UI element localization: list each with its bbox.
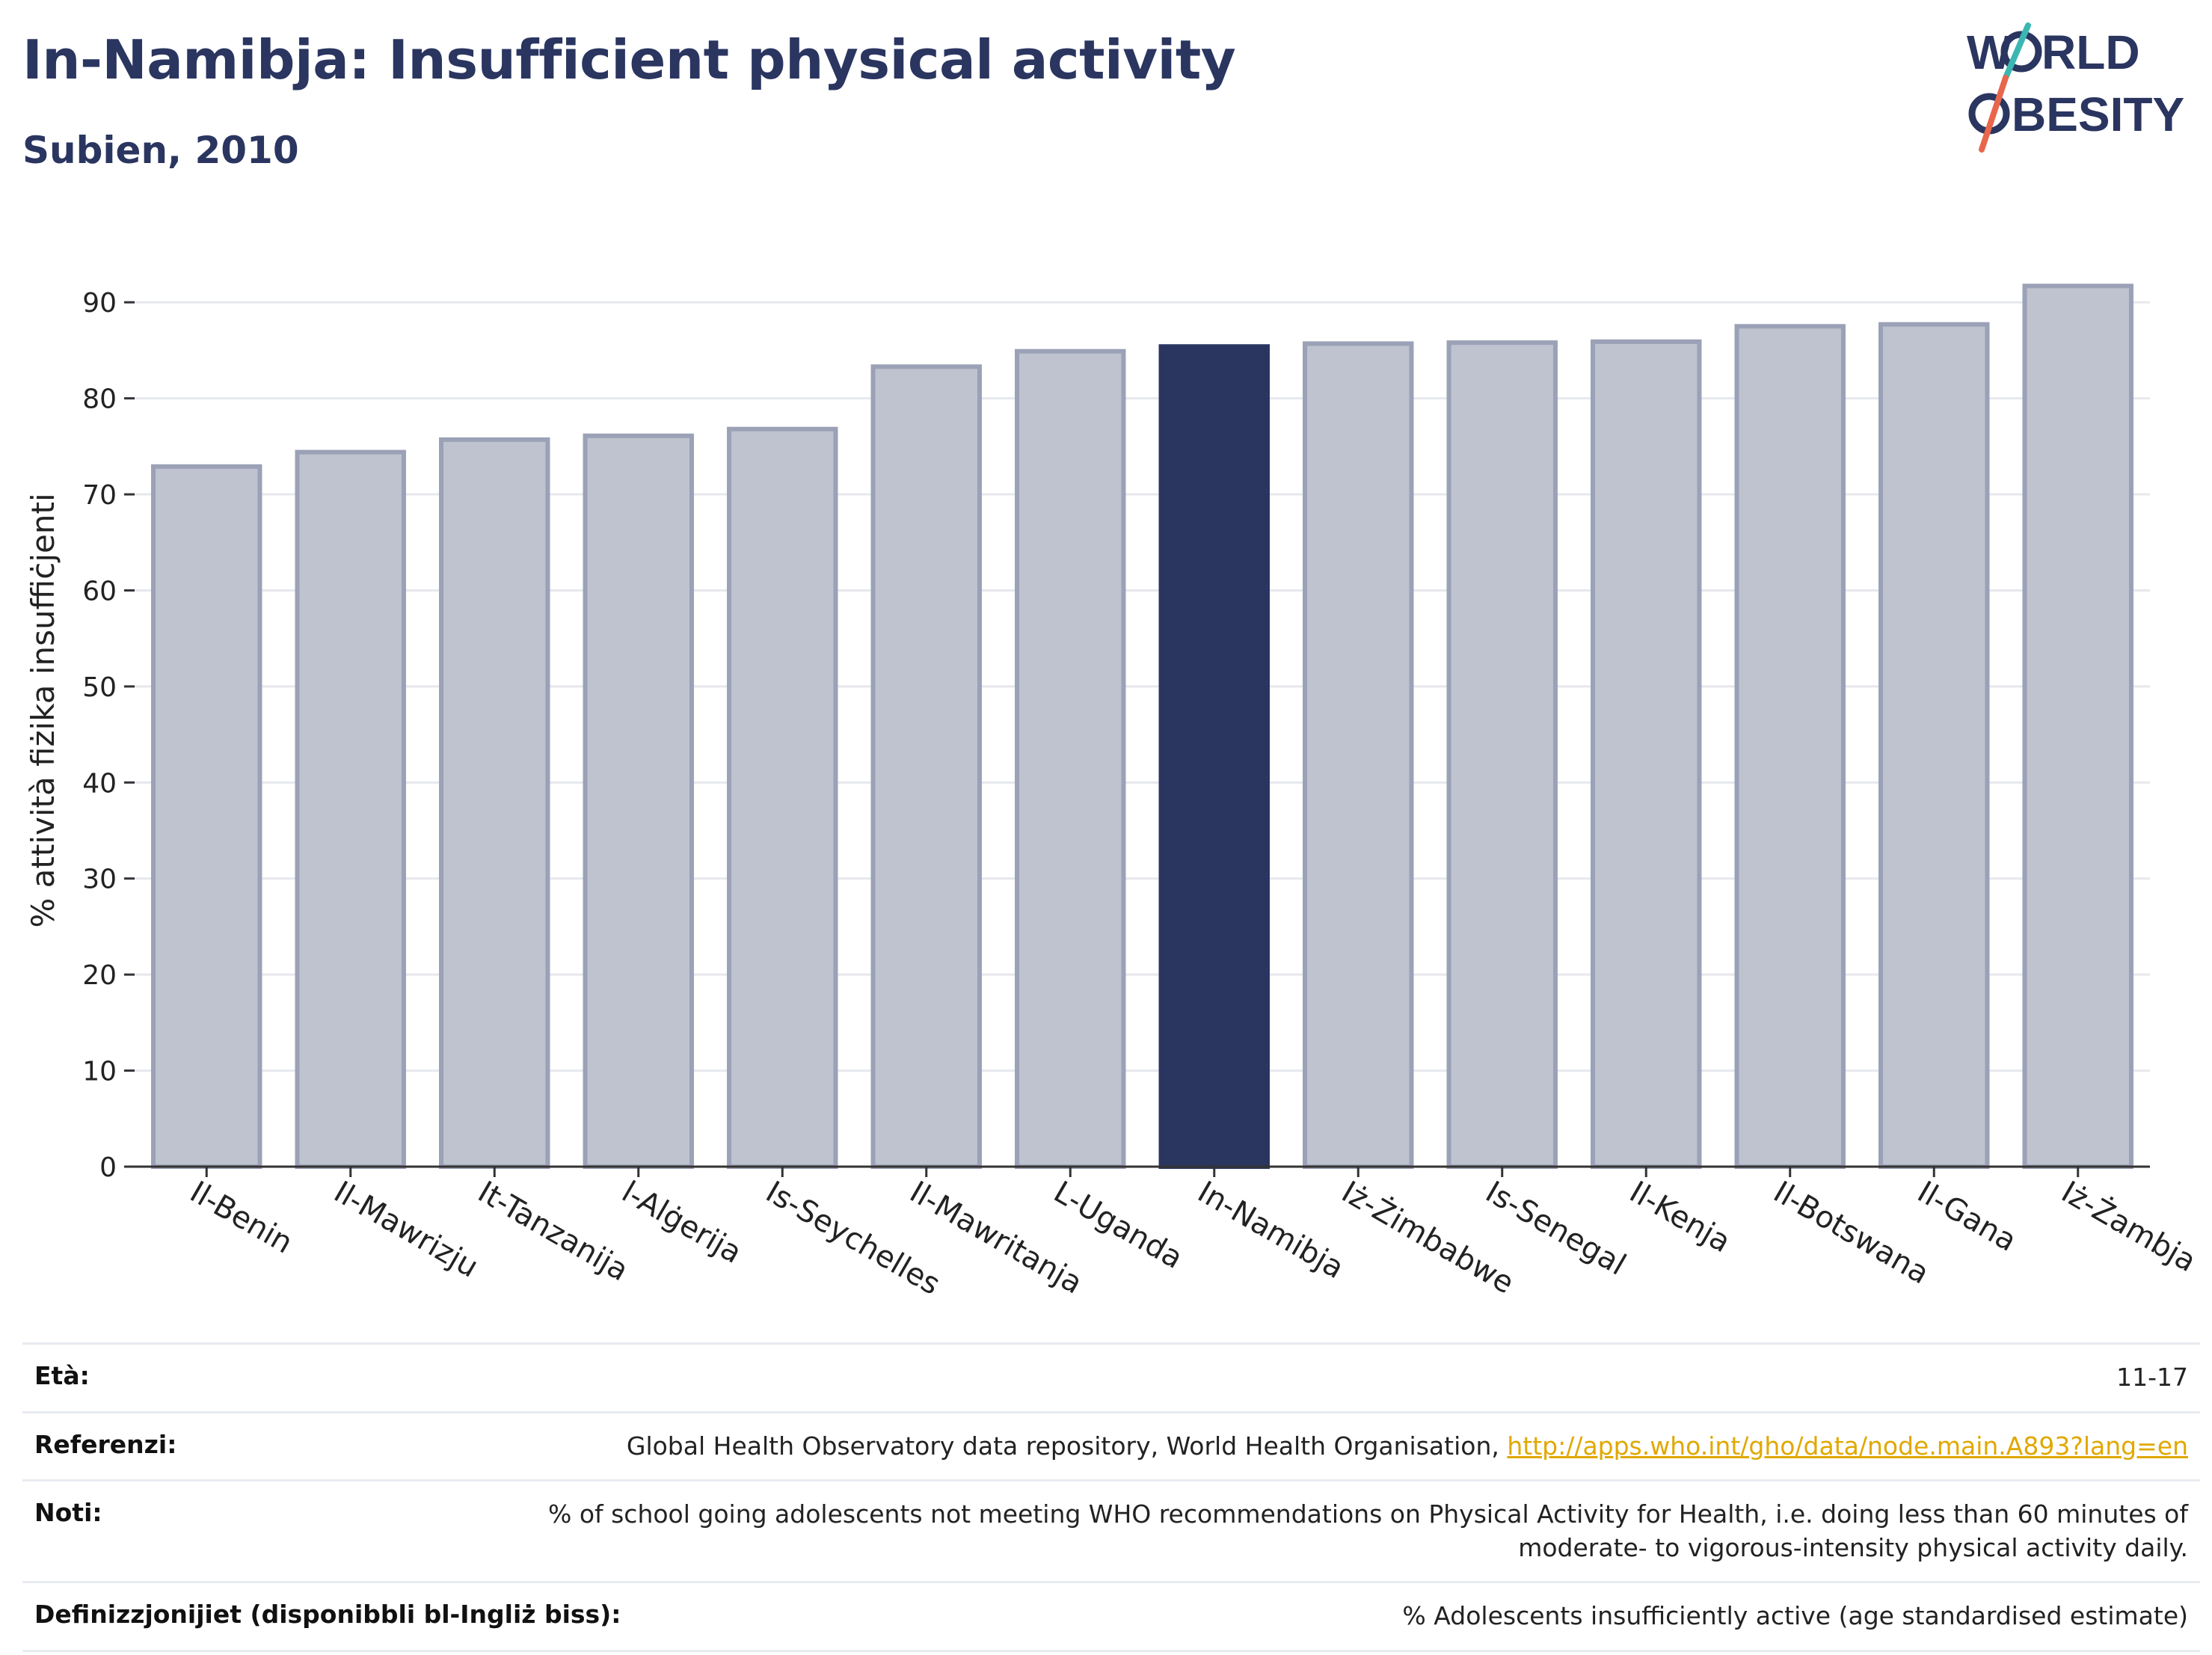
y-tick-label: 10 <box>82 1057 117 1087</box>
footer-row-references: Referenzi: Global Health Observatory dat… <box>22 1410 2200 1480</box>
logo-slash-red <box>1979 75 2009 153</box>
y-tick-label: 60 <box>82 576 117 607</box>
bar-13[interactable] <box>1878 322 1990 1170</box>
footer-row-notes: Noti: % of school going adolescents not … <box>22 1479 2200 1581</box>
y-tick-label: 80 <box>82 384 117 415</box>
footer-value-age: 11-17 <box>2116 1363 2188 1392</box>
footer-value-definitions: % Adolescents insufficiently active (age… <box>1402 1601 2188 1631</box>
x-tick-label: Il-Kenja <box>1623 1175 1736 1259</box>
y-axis-label: % attività fiżika insuffiċjenti <box>25 493 61 927</box>
x-tick-label: It-Tanzanija <box>472 1175 634 1289</box>
bars <box>151 283 2133 1170</box>
world-obesity-logo: W RLD BESITY <box>1967 22 2184 153</box>
bar-2[interactable] <box>295 449 406 1169</box>
footer-label-age: Età: <box>34 1361 90 1390</box>
bar-8[interactable] <box>1158 344 1270 1170</box>
y-tick-label: 0 <box>99 1152 117 1183</box>
logo-line2-rest: BESITY <box>2012 87 2184 141</box>
bar-6[interactable] <box>870 364 982 1169</box>
x-tick-label: Il-Benin <box>184 1175 298 1261</box>
footer-label-definitions: Definizzjonijiet (disponibbli bl-Ingliż … <box>34 1600 621 1630</box>
bar-11[interactable] <box>1591 339 1702 1169</box>
bar-1[interactable] <box>151 464 262 1169</box>
bar-14[interactable] <box>2022 283 2133 1170</box>
x-tick-label: Iż-Żambja <box>2056 1173 2202 1279</box>
bar-9[interactable] <box>1303 341 1414 1170</box>
bar-7[interactable] <box>1015 348 1126 1169</box>
bar-5[interactable] <box>727 426 838 1169</box>
grid-lines <box>135 301 2150 1072</box>
footer-label-references: Referenzi: <box>34 1429 177 1459</box>
y-tick-label: 70 <box>82 480 117 511</box>
chart-title: In-Namibja: Insufficient physical activi… <box>22 28 1236 91</box>
reference-link[interactable]: http://apps.who.int/gho/data/node.main.A… <box>1507 1431 2188 1461</box>
y-axis-ticks: 0 10 20 30 40 50 60 70 80 90 <box>82 288 135 1183</box>
bar-3[interactable] <box>439 437 550 1169</box>
x-tick-label: Il-Mawrizju <box>328 1175 484 1285</box>
logo-slash-teal <box>2003 22 2031 81</box>
footer-value-references: Global Health Observatory data repositor… <box>627 1430 2188 1464</box>
y-tick-label: 40 <box>82 768 117 799</box>
y-tick-label: 50 <box>82 672 117 703</box>
chart-subtitle: Subien, 2010 <box>22 129 299 172</box>
footer-label-notes: Noti: <box>34 1498 102 1528</box>
reference-text: Global Health Observatory data repositor… <box>626 1431 1508 1461</box>
bar-4[interactable] <box>583 433 694 1169</box>
x-tick-label: l-Alġerija <box>616 1175 748 1271</box>
x-tick-label: Il-Gana <box>1911 1175 2022 1259</box>
y-tick-label: 30 <box>82 865 117 895</box>
footer-value-notes: % of school going adolescents not meetin… <box>547 1499 2188 1562</box>
bar-10[interactable] <box>1446 340 1558 1170</box>
y-tick-label: 20 <box>82 960 117 991</box>
y-tick-label: 90 <box>82 288 117 319</box>
footer-row-definitions: Definizzjonijiet (disponibbli bl-Ingliż … <box>22 1581 2200 1652</box>
chart-footer: Età: 11-17 Referenzi: Global Health Obse… <box>22 1342 2200 1652</box>
x-tick-label: Il-Botswana <box>1768 1175 1935 1292</box>
x-tick-label: In-Namibja <box>1192 1175 1350 1286</box>
logo-line1-rest: RLD <box>2042 25 2140 79</box>
x-axis-labels: Il-Benin Il-MawrizjuIt-Tanzanijal-Alġerij… <box>184 1167 2202 1302</box>
bar-12[interactable] <box>1734 324 1846 1169</box>
footer-row-age: Età: 11-17 <box>22 1342 2200 1411</box>
